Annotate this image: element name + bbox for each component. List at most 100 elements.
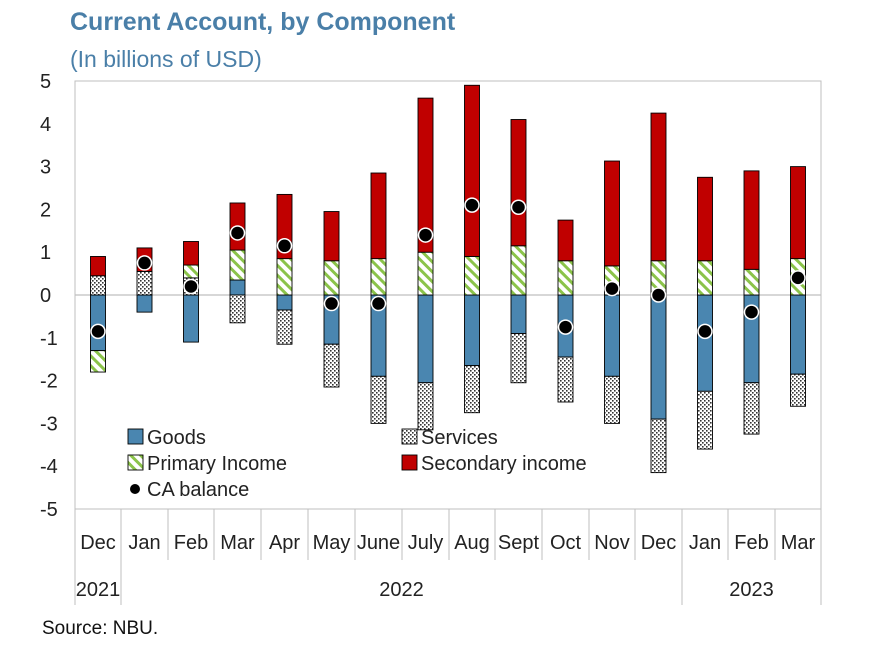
y-tick-label: -3 [40, 413, 58, 435]
x-tick-label: May [313, 532, 351, 554]
x-tick-label: Mar [220, 532, 255, 554]
x-tick-label: Sept [498, 532, 540, 554]
bar-services [90, 275, 106, 296]
x-tick-label: Feb [734, 532, 768, 554]
bar-secondary [323, 211, 340, 262]
bar-primary [370, 258, 387, 296]
x-tick-label: Jan [128, 532, 160, 554]
bar-services [464, 365, 480, 414]
bar-secondary [464, 84, 480, 257]
y-tick-label: -4 [40, 456, 58, 478]
bar-primary [417, 251, 434, 296]
x-tick-label: Feb [174, 532, 208, 554]
ca-balance-point [136, 255, 153, 271]
bar-services [790, 373, 806, 407]
chart-subtitle: (In billions of USD) [70, 46, 262, 72]
bar-goods [229, 279, 246, 296]
y-tick-label: 0 [40, 285, 51, 307]
bar-primary [743, 268, 760, 296]
x-tick-label: Aug [454, 532, 490, 554]
legend-swatch-services [401, 428, 418, 445]
bar-primary [323, 260, 340, 296]
bar-goods [183, 294, 199, 343]
year-label: 2022 [379, 579, 424, 601]
ca-balance-point [370, 295, 387, 312]
ca-balance-point [229, 225, 246, 241]
bar-services [650, 418, 667, 474]
bar-primary [464, 256, 480, 296]
bar-goods [697, 294, 713, 392]
x-tick-label: Jan [689, 532, 721, 554]
bar-goods [90, 294, 106, 352]
legend-swatch-primary [127, 454, 144, 471]
bar-secondary [510, 119, 527, 247]
ca-balance-point [790, 270, 806, 286]
y-tick-label: 5 [40, 71, 51, 93]
ca-balance-point [604, 280, 620, 297]
bar-secondary [417, 97, 434, 253]
year-label: 2023 [729, 579, 774, 601]
y-tick-label: -5 [40, 499, 58, 521]
bar-secondary [697, 176, 713, 262]
bar-secondary [183, 241, 199, 266]
y-tick-label: 1 [40, 242, 51, 264]
x-tick-label: July [408, 532, 444, 554]
bar-services [276, 309, 293, 345]
source-note: Source: NBU. [42, 618, 159, 639]
ca-balance-point [464, 197, 480, 213]
ca-balance-point [557, 319, 574, 335]
ca-balance-point [697, 323, 713, 340]
bar-goods [417, 294, 434, 384]
bar-goods [510, 294, 527, 334]
bar-primary [510, 245, 527, 296]
bar-services [229, 294, 246, 324]
legend-label: Secondary income [421, 453, 587, 475]
legend-marker-balance [130, 484, 140, 494]
legend-label: Goods [147, 427, 206, 449]
y-tick-label: -1 [40, 328, 58, 350]
y-tick-label: 4 [40, 114, 51, 136]
ca-balance-point [183, 278, 199, 295]
bar-primary [557, 260, 574, 296]
y-tick-label: 3 [40, 157, 51, 179]
x-tick-label: Mar [781, 532, 816, 554]
bar-goods [136, 294, 153, 313]
bar-secondary [557, 219, 574, 262]
bar-primary [90, 350, 106, 373]
x-tick-label: Apr [269, 532, 300, 554]
x-tick-label: Dec [80, 532, 116, 554]
bar-secondary [650, 112, 667, 262]
bar-services [604, 375, 620, 424]
ca-balance-point [276, 238, 293, 254]
bar-services [510, 333, 527, 384]
bar-services [370, 375, 387, 424]
ca-balance-point [650, 287, 667, 303]
bar-services [697, 390, 713, 450]
bar-services [557, 356, 574, 403]
legend-swatch-secondary [401, 454, 418, 471]
bar-primary [229, 249, 246, 281]
x-tick-label: June [357, 532, 400, 554]
bar-services [743, 382, 760, 435]
bar-secondary [743, 170, 760, 270]
ca-balance-point [510, 199, 527, 216]
x-tick-label: Dec [641, 532, 677, 554]
bar-goods [276, 294, 293, 311]
legend-swatch-goods [127, 428, 144, 445]
ca-balance-point [90, 323, 106, 340]
bar-services [323, 343, 340, 388]
year-label: 2021 [76, 579, 121, 601]
legend-label: CA balance [147, 479, 249, 501]
chart-title: Current Account, by Component [70, 8, 456, 36]
bar-primary [697, 260, 713, 296]
x-tick-label: Nov [594, 532, 630, 554]
bar-goods [650, 294, 667, 420]
legend-label: Primary Income [147, 453, 287, 475]
legend-label: Services [421, 427, 498, 449]
ca-balance-point [323, 295, 340, 312]
bar-secondary [90, 256, 106, 277]
bar-secondary [370, 172, 387, 260]
y-tick-label: 2 [40, 199, 51, 221]
bar-goods [464, 294, 480, 367]
bar-secondary [790, 166, 806, 260]
